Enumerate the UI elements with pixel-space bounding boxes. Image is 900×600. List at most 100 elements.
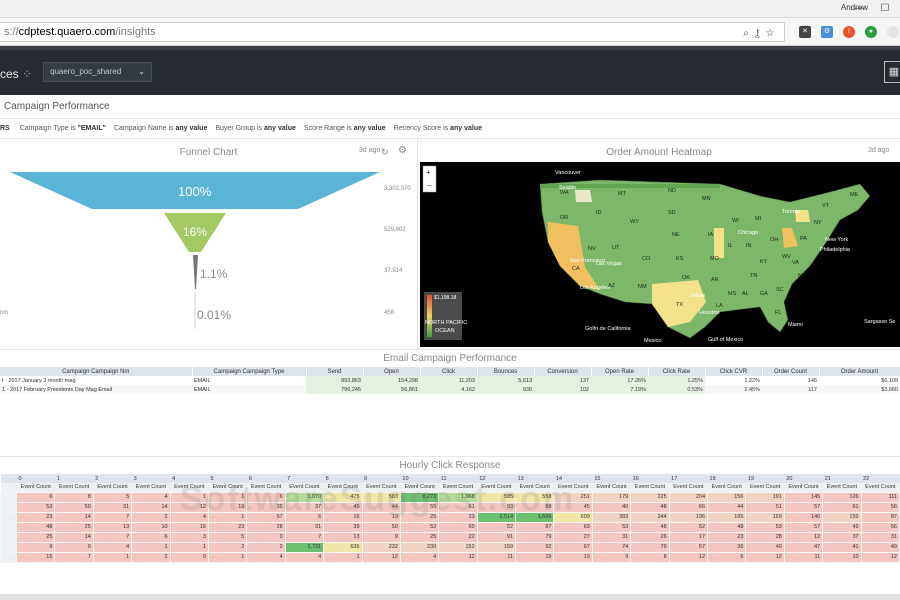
table-column-header[interactable]: Order Count (762, 367, 820, 376)
hour-header[interactable]: 7 (285, 474, 324, 483)
hour-header[interactable]: 13 (515, 474, 554, 483)
hour-header[interactable]: 9 (362, 474, 401, 483)
table-row[interactable]: 48 25 13 10 16 23 28 31 39 50 52 60 52 87 63 53 48 52 48 53… (0, 521, 900, 533)
filter-chip[interactable]: Campaign Name is any value (114, 125, 207, 132)
zoom-icon[interactable]: ⌕ (743, 27, 755, 39)
filter-chip[interactable]: Buyer Group is any value (215, 125, 296, 132)
table-column-header[interactable]: Click Rate (648, 367, 706, 376)
table-row[interactable]: 15 7 1 2 0 1 4 4 1 12 4 12 11 19 13 9 8 12 5 12 11 10 12 (0, 551, 900, 563)
hour-header[interactable]: 2 (93, 474, 132, 483)
bottom-scrollbar[interactable] (0, 594, 900, 600)
heat-cell: 1 (207, 491, 248, 503)
heatmap-map[interactable]: + − Vancouver Seattle WA MT ND MN OR ID WY SD WI MI… (420, 162, 900, 347)
key-icon[interactable]: ⚷ (754, 27, 766, 39)
table-column-header[interactable]: Click (420, 367, 478, 376)
gear-icon[interactable]: ⚙ (398, 145, 407, 156)
url-field[interactable]: s://cdptest.quaero.com/insights ⌕⚷☆ (0, 21, 785, 42)
table-column-header[interactable]: Open Rate (591, 367, 649, 376)
map-label: VA (792, 260, 799, 266)
table-column-header[interactable]: Campaign Campaign Nm (0, 367, 193, 376)
table-row[interactable]: 53 50 31 14 12 19 35 37 45 44 55 61 93 88 45 40 48 66 44 51… (0, 501, 900, 513)
hour-header[interactable]: 0 (16, 474, 55, 483)
heat-cell: 145 (783, 491, 824, 503)
apps-grid-icon[interactable]: ⁘ (22, 67, 33, 81)
hour-header[interactable]: 4 (170, 474, 209, 483)
hour-header[interactable]: 18 (707, 474, 746, 483)
filter-chip[interactable]: Recency Score is any value (394, 125, 482, 132)
heat-cell: 126 (822, 491, 862, 503)
hour-header[interactable]: 3 (131, 474, 171, 483)
extension-gear-icon[interactable]: ⚙ (821, 25, 833, 38)
minimize-icon[interactable]: — (854, 3, 864, 14)
map-label: OK (682, 275, 690, 281)
hour-header[interactable]: 5 (208, 474, 247, 483)
table-column-header[interactable]: Bounces (477, 367, 535, 376)
map-label: ID (596, 210, 602, 216)
workspace-select[interactable]: quaero_poc_shared ⌄ (43, 62, 152, 82)
hour-header[interactable]: 19 (745, 474, 785, 483)
layout-grid-button[interactable]: ▦ (884, 61, 900, 83)
table-column-header[interactable]: Conversion (534, 367, 592, 376)
table-row[interactable]: 23 14 7 2 4 1 57 6 16 13 25 23 2,514 1,665 609 383 244 19… (0, 511, 900, 523)
heat-cell: 6 (15, 491, 56, 503)
hour-header[interactable]: 17 (669, 474, 708, 483)
table-column-header[interactable]: Campaign Campaign Type (192, 367, 307, 376)
filter-chip[interactable]: Score Range is any value (304, 125, 386, 132)
filter-chip[interactable]: Campaign Type is "EMAIL" (20, 125, 106, 132)
funnel-stage-1[interactable] (10, 172, 380, 209)
table-row[interactable]: 6 8 5 4 1 1 6 1,070 475 583 8,273 1,068 585 558 251 179… (0, 491, 900, 503)
heat-cell: 39 (323, 521, 363, 533)
funnel-stage-3[interactable] (193, 255, 198, 289)
heat-cell: 25 (399, 511, 440, 523)
table-row[interactable]: 1 - 2017 February Presidents Day Mag Ema… (0, 385, 900, 394)
heatmap-legend-value: $1,198.18 (434, 295, 457, 301)
table-column-header[interactable]: Click CVR (705, 367, 763, 376)
funnel-stage-2[interactable] (164, 213, 226, 252)
hour-header[interactable]: 12 (477, 474, 516, 483)
extension-x-icon[interactable]: ✕ (799, 25, 811, 38)
map-label: UT (612, 245, 620, 251)
table-cell: 7.19% (591, 385, 648, 394)
table-cell: $6,109 (881, 377, 898, 384)
browser-user[interactable]: Andrew (840, 3, 868, 12)
hour-header[interactable]: 6 (246, 474, 286, 483)
event-count-header: Event Count (16, 483, 55, 492)
hour-header[interactable]: 20 (784, 474, 823, 483)
star-icon[interactable]: ☆ (765, 27, 780, 39)
maximize-icon[interactable]: ☐ (880, 3, 890, 14)
extension-shield-icon[interactable]: ! (843, 25, 855, 38)
funnel-pct-1: 100% (178, 184, 212, 199)
heat-cell: 57 (783, 501, 824, 513)
heat-cell: 5 (707, 551, 747, 563)
hour-header[interactable]: 21 (822, 474, 862, 483)
heat-cell: 31 (591, 531, 632, 543)
hour-header[interactable]: 10 (400, 474, 439, 483)
extension-leaf-icon[interactable]: ● (865, 25, 877, 38)
map-label: LA (716, 303, 723, 309)
heat-cell: 50 (361, 521, 401, 533)
heat-cell: 55 (399, 501, 440, 513)
map-label: Chicago (738, 230, 758, 236)
heat-cell: 195 (707, 511, 747, 523)
heat-cell: 53 (15, 501, 56, 513)
hour-header[interactable]: 1 (54, 474, 94, 483)
hour-header[interactable]: 15 (592, 474, 631, 483)
heat-cell: 23 (15, 511, 56, 523)
table-column-header[interactable]: Order Amount (819, 367, 900, 376)
hour-header[interactable]: 22 (861, 474, 900, 483)
email-campaign-table: Campaign Campaign Nm Campaign Campaign Ty… (0, 367, 900, 394)
table-row[interactable]: t - 2017 January 3 month mag EMAIL 893,863… (0, 376, 900, 385)
hour-header[interactable]: 14 (553, 474, 593, 483)
extension-other-icon[interactable] (887, 25, 899, 38)
refresh-icon[interactable]: ↻ (381, 147, 389, 157)
hour-header[interactable]: 16 (630, 474, 670, 483)
heat-cell: 7 (92, 531, 133, 543)
table-row[interactable]: 9 9 4 1 1 2 2 1,731 635 232 230 152 159 92 67 74 79 57 36 4… (0, 541, 900, 553)
hour-header[interactable]: 11 (438, 474, 478, 483)
table-column-header[interactable]: Send (306, 367, 364, 376)
table-cell: 1.22% (744, 377, 760, 384)
table-row[interactable]: 25 14 7 6 3 5 0 7 13 9 25 22 91 79 27 31 26 17 23 28 12 37 31 (0, 531, 900, 543)
table-column-header[interactable]: Open (363, 367, 421, 376)
hour-header[interactable]: 8 (323, 474, 363, 483)
filter-value: "EMAIL" (77, 125, 106, 132)
